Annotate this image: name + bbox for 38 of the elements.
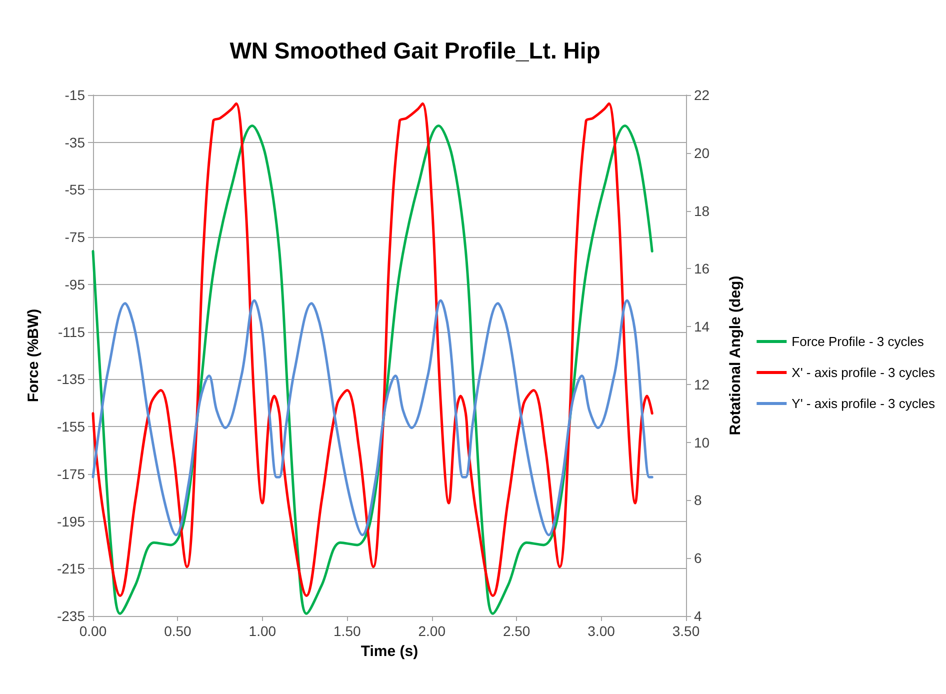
y2-tick-label: 16 xyxy=(694,260,710,277)
y2-tick-label: 14 xyxy=(694,318,710,335)
y-tick-label: -55 xyxy=(64,182,86,198)
y2-tick-label: 8 xyxy=(694,492,702,508)
y2-tick-label: 20 xyxy=(694,144,710,161)
y-tick-label: -135 xyxy=(56,371,86,388)
legend-label: Force Profile - 3 cycles xyxy=(792,334,924,349)
legend-label: Y' - axis profile - 3 cycles xyxy=(792,396,936,411)
chart-title: WN Smoothed Gait Profile_Lt. Hip xyxy=(230,38,600,64)
y-tick-label: -175 xyxy=(56,466,86,482)
x-tick-label: 2.00 xyxy=(418,623,446,639)
y2-tick-label: 10 xyxy=(694,434,710,450)
y-tick-label: -215 xyxy=(56,560,86,577)
x-tick-label: 1.50 xyxy=(334,623,361,639)
x-tick-label: 2.50 xyxy=(502,623,530,639)
legend-label: X' - axis profile - 3 cycles xyxy=(792,365,936,380)
y-tick-label: -95 xyxy=(64,276,86,292)
y2-tick-label: 4 xyxy=(694,608,702,624)
y-tick-label: -195 xyxy=(56,513,86,530)
x-tick-label: 0.50 xyxy=(164,623,192,639)
y-tick-label: -75 xyxy=(64,229,86,246)
line-series xyxy=(92,299,654,536)
y-axis-title: Force (%BW) xyxy=(25,308,42,402)
y2-tick-label: 18 xyxy=(694,202,710,219)
x-tick-label: 0.00 xyxy=(79,623,107,639)
y2-tick-label: 22 xyxy=(694,87,710,103)
y-tick-label: -35 xyxy=(64,134,86,150)
y-tick-label: -115 xyxy=(58,324,86,340)
y-tick-label: -155 xyxy=(56,418,86,435)
x-tick-label: 3.00 xyxy=(588,623,616,639)
y2-tick-label: 6 xyxy=(694,550,702,566)
y2-axis-title: Rotational Angle (deg) xyxy=(727,276,744,436)
x-axis-title: Time (s) xyxy=(360,643,418,660)
y-tick-label: -15 xyxy=(64,87,86,103)
x-tick-label: 1.00 xyxy=(248,623,276,639)
x-tick-label: 3.50 xyxy=(672,623,700,639)
y-tick-label: -235 xyxy=(56,608,86,624)
y2-tick-label: 12 xyxy=(694,376,710,392)
